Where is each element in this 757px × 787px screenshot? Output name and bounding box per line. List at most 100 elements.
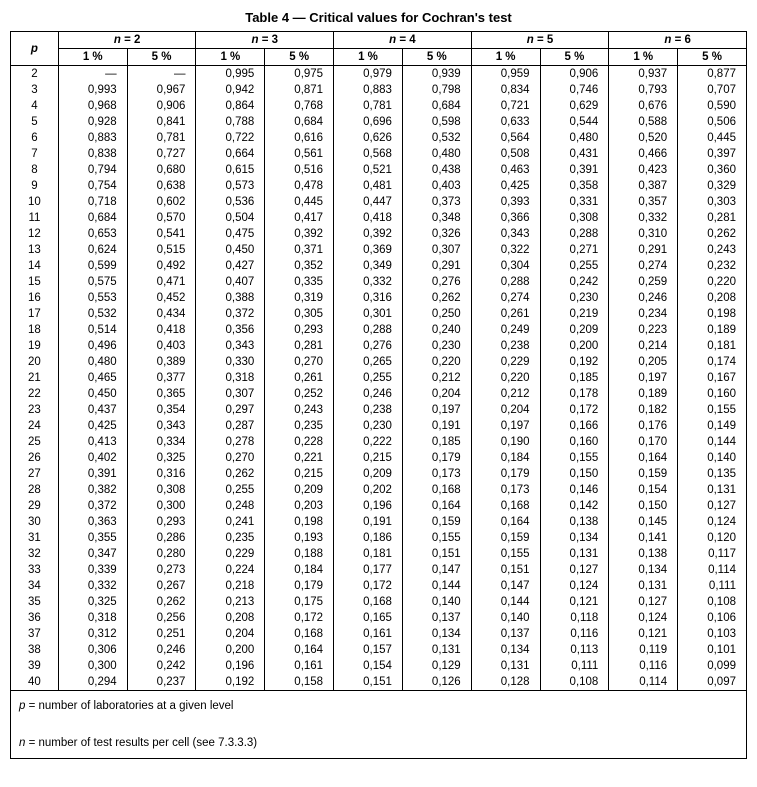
critical-value: 0,138 [609,546,678,562]
critical-value: 0,568 [334,146,403,162]
critical-value: 0,135 [678,466,747,482]
critical-value: 0,979 [334,66,403,83]
table-row: 320,3470,2800,2290,1880,1810,1510,1550,1… [11,546,747,562]
p-value: 10 [11,194,59,210]
critical-value: 0,310 [609,226,678,242]
p-value: 28 [11,482,59,498]
critical-value: 0,308 [540,210,609,226]
critical-value: 0,407 [196,274,265,290]
critical-value: 0,179 [471,466,540,482]
critical-value: 0,838 [58,146,127,162]
critical-value: 0,478 [265,178,334,194]
p-value: 18 [11,322,59,338]
critical-value: 0,332 [58,578,127,594]
critical-value: 0,252 [265,386,334,402]
critical-value: 0,633 [471,114,540,130]
critical-value: 0,356 [196,322,265,338]
critical-value: 0,293 [265,322,334,338]
table-row: 220,4500,3650,3070,2520,2460,2040,2120,1… [11,386,747,402]
critical-value: 0,883 [334,82,403,98]
p-value: 40 [11,674,59,691]
critical-value: 0,256 [127,610,196,626]
table-title: Table 4 — Critical values for Cochran's … [10,10,747,25]
critical-value: 0,388 [196,290,265,306]
critical-value: 0,147 [402,562,471,578]
critical-value: 0,151 [334,674,403,691]
critical-value: 0,265 [334,354,403,370]
critical-value: 0,220 [471,370,540,386]
critical-value: 0,197 [609,370,678,386]
table-row: 80,7940,6800,6150,5160,5210,4380,4630,39… [11,162,747,178]
critical-value: 0,864 [196,98,265,114]
critical-value: 0,215 [334,450,403,466]
critical-value: 0,883 [58,130,127,146]
critical-value: 0,466 [609,146,678,162]
critical-value: 0,354 [127,402,196,418]
critical-value: 0,235 [265,418,334,434]
critical-value: 0,373 [402,194,471,210]
critical-value: 0,154 [609,482,678,498]
critical-value: 0,238 [471,338,540,354]
critical-value: 0,573 [196,178,265,194]
critical-value: 0,425 [58,418,127,434]
p-value: 16 [11,290,59,306]
critical-value: 0,160 [678,386,747,402]
critical-value: 0,301 [334,306,403,322]
table-body: 2——0,9950,9750,9790,9390,9590,9060,9370,… [11,66,747,691]
critical-value: 0,155 [678,402,747,418]
critical-value: 0,191 [334,514,403,530]
header-n3-5pct: 5 % [265,49,334,66]
footnote-n: n = number of test results per cell (see… [19,737,257,749]
critical-value: 0,588 [609,114,678,130]
critical-value: 0,553 [58,290,127,306]
critical-value: 0,099 [678,658,747,674]
critical-value: 0,246 [334,386,403,402]
critical-value: 0,103 [678,626,747,642]
table-row: 340,3320,2670,2180,1790,1720,1440,1470,1… [11,578,747,594]
critical-value: 0,173 [471,482,540,498]
critical-value: 0,212 [402,370,471,386]
table-row: 140,5990,4920,4270,3520,3490,2910,3040,2… [11,258,747,274]
critical-value: 0,202 [334,482,403,498]
p-value: 30 [11,514,59,530]
table-row: 300,3630,2930,2410,1980,1910,1590,1640,1… [11,514,747,530]
critical-value: 0,168 [471,498,540,514]
critical-value: 0,155 [540,450,609,466]
critical-value: 0,434 [127,306,196,322]
critical-value: 0,276 [334,338,403,354]
critical-value: 0,316 [334,290,403,306]
p-value: 6 [11,130,59,146]
critical-value: 0,261 [265,370,334,386]
critical-value: 0,189 [609,386,678,402]
critical-value: 0,541 [127,226,196,242]
header-n3-1pct: 1 % [196,49,265,66]
critical-value: 0,134 [609,562,678,578]
critical-value: 0,360 [678,162,747,178]
critical-value: 0,179 [402,450,471,466]
critical-value: 0,262 [196,466,265,482]
critical-value: 0,255 [540,258,609,274]
header-n5-5pct: 5 % [540,49,609,66]
critical-value: 0,480 [402,146,471,162]
critical-value: 0,392 [334,226,403,242]
critical-value: 0,928 [58,114,127,130]
critical-value: 0,471 [127,274,196,290]
critical-value: 0,140 [402,594,471,610]
critical-value: 0,319 [265,290,334,306]
critical-value: 0,204 [196,626,265,642]
critical-value: 0,278 [196,434,265,450]
p-value: 32 [11,546,59,562]
critical-value: 0,159 [471,530,540,546]
critical-value: 0,937 [609,66,678,83]
critical-value: 0,165 [334,610,403,626]
table-row: 310,3550,2860,2350,1930,1860,1550,1590,1… [11,530,747,546]
critical-value: 0,664 [196,146,265,162]
critical-value: 0,768 [265,98,334,114]
critical-value: 0,124 [678,514,747,530]
critical-value: 0,684 [265,114,334,130]
critical-value: 0,205 [609,354,678,370]
critical-value: 0,968 [58,98,127,114]
critical-value: 0,150 [540,466,609,482]
header-n6-5pct: 5 % [678,49,747,66]
critical-value: 0,445 [265,194,334,210]
